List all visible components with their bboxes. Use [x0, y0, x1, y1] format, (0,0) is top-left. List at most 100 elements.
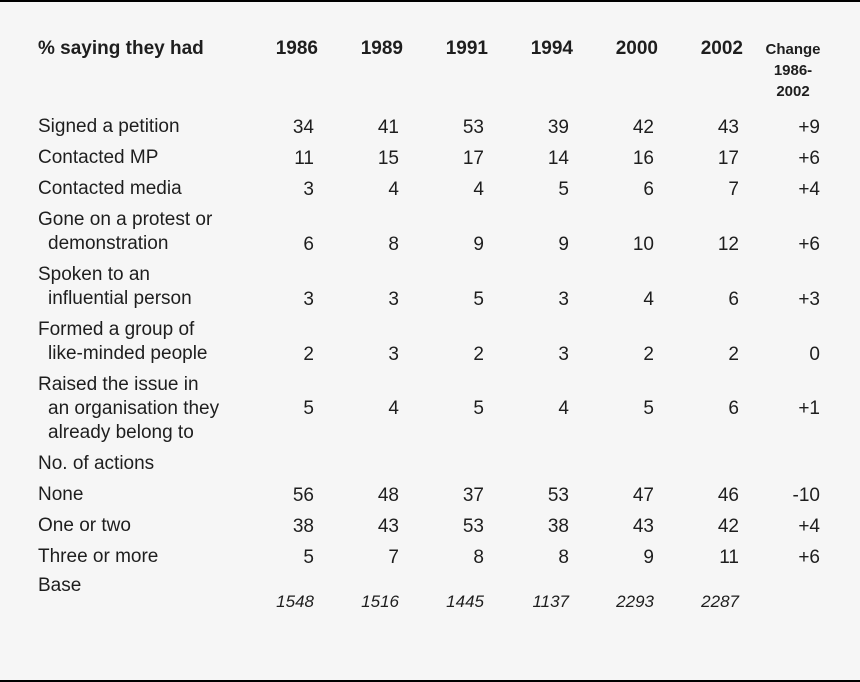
- value-cell: 43: [717, 117, 739, 138]
- value-cell: 14: [547, 148, 569, 169]
- value-cell: 38: [547, 516, 569, 537]
- value-cell: 9: [558, 234, 569, 255]
- table-header: % saying they had 1986 1989 1991 1994 20…: [36, 36, 842, 111]
- value-cell: 2: [473, 344, 484, 365]
- value-cell: 4: [388, 179, 399, 200]
- value-cell: 53: [462, 117, 484, 138]
- table-row: Three or more 5 7 8 8 9 11 +6: [36, 541, 842, 572]
- row-label: Base: [36, 572, 240, 616]
- value-cell: [410, 448, 495, 479]
- value-cell: 5: [473, 397, 484, 419]
- value-cell: 9: [473, 234, 484, 255]
- table-row: Contacted media 3 4 4 5 6 7 +4: [36, 173, 842, 204]
- value-cell: 3: [388, 289, 399, 310]
- value-cell: 5: [303, 547, 314, 568]
- value-cell: 3: [558, 289, 569, 310]
- header-change: Change 1986- 2002: [750, 36, 842, 111]
- value-cell: [240, 448, 325, 479]
- value-cell: 1548: [276, 592, 314, 611]
- value-cell: 5: [473, 289, 484, 310]
- row-label: One or two: [36, 510, 240, 541]
- row-label-line: Formed a group of: [38, 319, 195, 340]
- change-cell: 0: [809, 344, 820, 365]
- header-change-line: 2002: [776, 83, 810, 100]
- header-label: % saying they had: [38, 38, 204, 59]
- change-cell: +4: [798, 516, 820, 537]
- value-cell: 5: [643, 397, 654, 419]
- value-cell: 11: [294, 148, 314, 169]
- value-cell: 38: [292, 516, 314, 537]
- row-label: Spoken to an influential person: [36, 259, 240, 314]
- table-row: Raised the issue in an organisation they a…: [36, 369, 842, 448]
- value-cell: 46: [717, 485, 739, 506]
- table-row: Spoken to an influential person 3 3 5 3 4 6 +3: [36, 259, 842, 314]
- row-label: None: [36, 479, 240, 510]
- row-label-line: Raised the issue in: [38, 374, 199, 395]
- row-label-line: No. of actions: [38, 453, 155, 474]
- change-cell: [750, 572, 842, 616]
- table-row: Base 1548 1516 1445 1137 2293 2287: [36, 572, 842, 616]
- change-cell: [750, 448, 842, 479]
- value-cell: 7: [728, 179, 739, 200]
- value-cell: 41: [377, 117, 399, 138]
- row-label: Raised the issue in an organisation they a…: [36, 369, 240, 448]
- value-cell: 3: [388, 344, 399, 365]
- row-label: Contacted media: [36, 173, 240, 204]
- percent-actions-table: % saying they had 1986 1989 1991 1994 20…: [36, 36, 842, 616]
- change-cell: +3: [798, 289, 820, 310]
- change-cell: +9: [798, 117, 820, 138]
- value-cell: 47: [632, 485, 654, 506]
- value-cell: 3: [558, 344, 569, 365]
- value-cell: 4: [473, 179, 484, 200]
- header-year-1986: 1986: [275, 38, 318, 59]
- header-row: % saying they had 1986 1989 1991 1994 20…: [36, 36, 842, 111]
- change-cell: -10: [792, 485, 820, 506]
- header-change-line: Change: [765, 41, 821, 58]
- value-cell: 42: [717, 516, 739, 537]
- table-row: None 56 48 37 53 47 46 -10: [36, 479, 842, 510]
- change-cell: +6: [798, 234, 820, 255]
- value-cell: 16: [632, 148, 654, 169]
- row-label: Formed a group of like-minded people: [36, 314, 240, 369]
- value-cell: 53: [547, 485, 569, 506]
- row-label-line: Contacted media: [38, 178, 182, 199]
- value-cell: 5: [303, 397, 314, 419]
- value-cell: 1445: [446, 592, 484, 611]
- value-cell: 6: [643, 179, 654, 200]
- row-label: No. of actions: [36, 448, 240, 479]
- value-cell: 6: [303, 234, 314, 255]
- row-label: Contacted MP: [36, 142, 240, 173]
- value-cell: 12: [717, 234, 739, 255]
- row-label-line: an organisation they: [48, 398, 220, 419]
- table-body: Signed a petition 34 41 53 39 42 43 +9 Contacted…: [36, 111, 842, 616]
- row-label-line: Spoken to an: [38, 264, 150, 285]
- value-cell: 1516: [361, 592, 399, 611]
- value-cell: 2287: [701, 592, 739, 611]
- value-cell: [665, 448, 750, 479]
- value-cell: 8: [558, 547, 569, 568]
- value-cell: 5: [558, 179, 569, 200]
- value-cell: 2293: [616, 592, 654, 611]
- row-label-line: influential person: [48, 288, 192, 309]
- header-year-1989: 1989: [360, 38, 403, 59]
- value-cell: 43: [377, 516, 399, 537]
- value-cell: 11: [719, 547, 739, 568]
- table-row: Signed a petition 34 41 53 39 42 43 +9: [36, 111, 842, 142]
- bottom-rule: [0, 680, 860, 682]
- row-label: Three or more: [36, 541, 240, 572]
- value-cell: 34: [292, 117, 314, 138]
- value-cell: 2: [728, 344, 739, 365]
- table-row: No. of actions: [36, 448, 842, 479]
- value-cell: 8: [388, 234, 399, 255]
- value-cell: 43: [632, 516, 654, 537]
- row-label-line: already belong to: [48, 422, 194, 443]
- value-cell: 1137: [532, 592, 569, 611]
- value-cell: [580, 448, 665, 479]
- value-cell: 56: [292, 485, 314, 506]
- table-row: Contacted MP 11 15 17 14 16 17 +6: [36, 142, 842, 173]
- row-label-line: Base: [38, 575, 82, 596]
- value-cell: 39: [547, 117, 569, 138]
- value-cell: 2: [303, 344, 314, 365]
- row-label: Signed a petition: [36, 111, 240, 142]
